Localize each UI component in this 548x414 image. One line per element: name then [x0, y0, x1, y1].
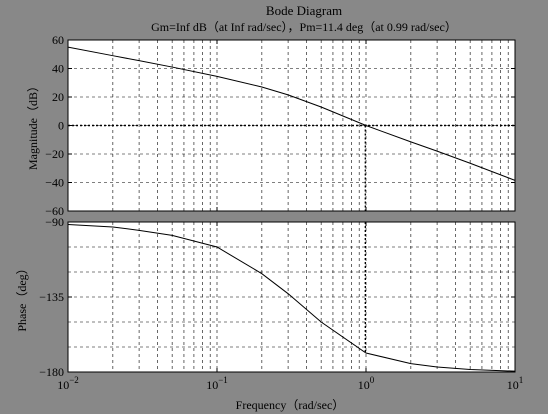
phase-line: [67, 224, 516, 372]
x-axis-label: Frequency（rad/sec）: [236, 398, 345, 412]
magnitude-ytick-label: 60: [52, 33, 64, 47]
chart-title: Bode Diagram: [266, 3, 342, 18]
chart-subtitle: Gm=Inf dB（at Inf rad/sec），Pm=11.4 deg（at…: [151, 20, 457, 34]
x-tick-exponent: −2: [69, 375, 79, 385]
phase-ytick-label: −135: [39, 290, 64, 304]
magnitude-ytick-label: 20: [52, 90, 64, 104]
magnitude-ytick-label: 40: [52, 62, 64, 76]
magnitude-ytick-label: −20: [45, 147, 64, 161]
x-tick-exponent: 0: [370, 375, 375, 385]
magnitude-ylabel: Magnitude（dB）: [26, 80, 40, 170]
phase-panel: −90 −135 −180 Phase（deg）: [15, 215, 516, 379]
magnitude-ytick-label: 0: [58, 119, 64, 133]
magnitude-ytick-label: −40: [45, 176, 64, 190]
phase-ylabel: Phase（deg）: [15, 262, 29, 331]
phase-grid: [68, 222, 515, 372]
magnitude-ytick-label: −60: [45, 204, 64, 218]
x-tick-exponent: 1: [519, 375, 524, 385]
x-tick-labels: 10−2 10−1 100 101: [57, 375, 523, 392]
magnitude-yticks: 60 40 20 0 −20 −40 −60: [45, 33, 516, 218]
magnitude-panel: 60 40 20 0 −20 −40 −60 Magnitude（dB）: [26, 33, 516, 218]
phase-ytick-label: −180: [39, 365, 64, 379]
magnitude-line: [67, 46, 516, 181]
magnitude-annotations: [68, 124, 515, 211]
x-tick-exponent: −1: [218, 375, 228, 385]
phase-yticks: −90 −135 −180: [39, 215, 516, 379]
phase-ytick-label: −90: [45, 215, 64, 229]
